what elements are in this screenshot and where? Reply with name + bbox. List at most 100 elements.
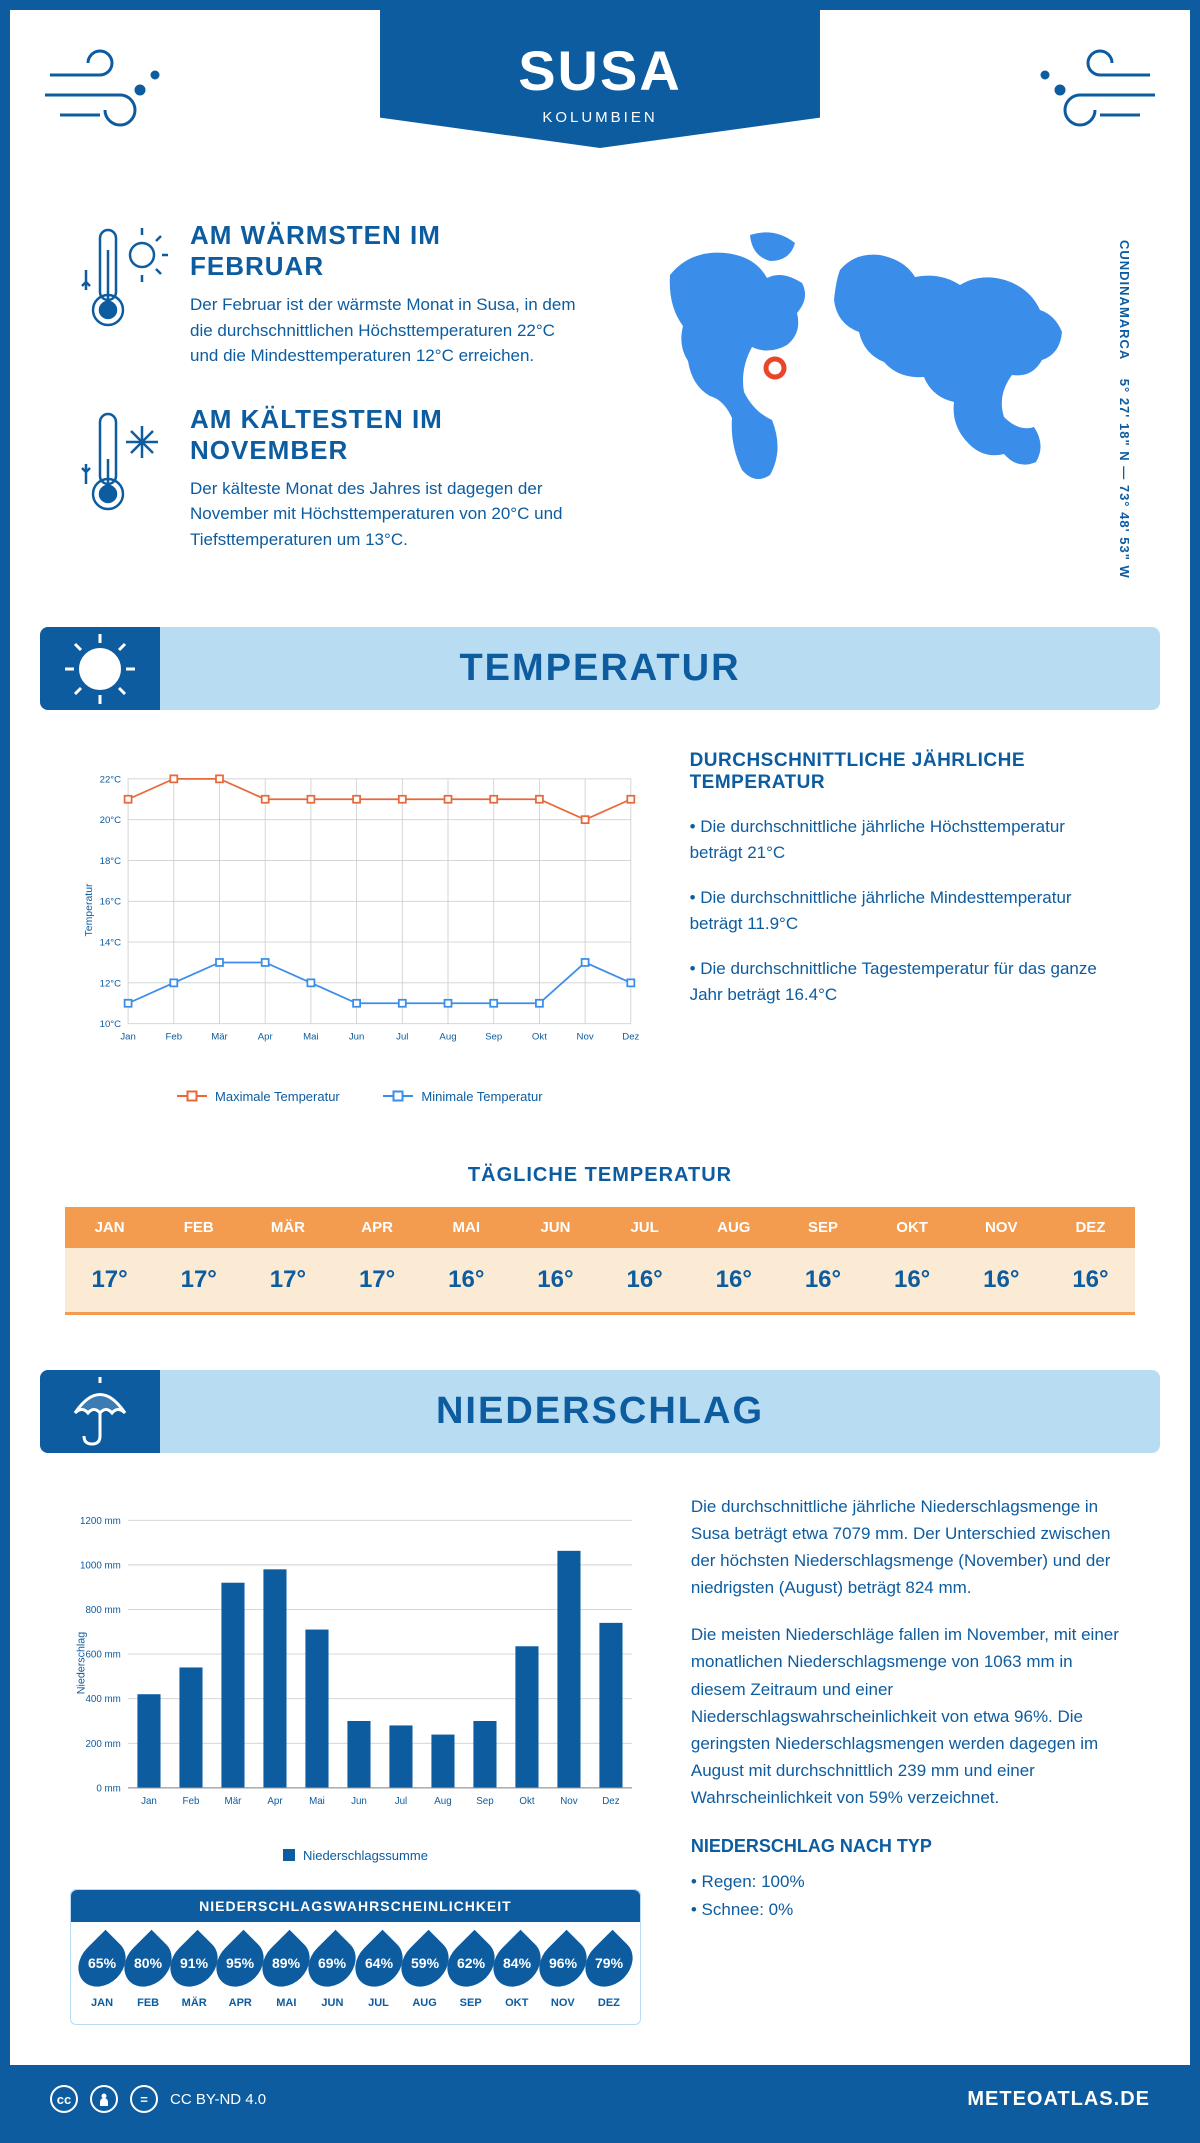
header: SUSA KOLUMBIEN bbox=[10, 10, 1190, 210]
city-name: SUSA bbox=[380, 38, 820, 103]
daily-col: AUG16° bbox=[689, 1207, 778, 1315]
svg-text:200 mm: 200 mm bbox=[85, 1738, 120, 1749]
svg-text:16°C: 16°C bbox=[100, 897, 122, 908]
svg-text:Mai: Mai bbox=[309, 1795, 325, 1806]
svg-text:Dez: Dez bbox=[602, 1795, 620, 1806]
svg-text:1200 mm: 1200 mm bbox=[80, 1515, 121, 1526]
daily-col: FEB17° bbox=[154, 1207, 243, 1315]
svg-text:14°C: 14°C bbox=[100, 938, 122, 949]
svg-text:Niederschlag: Niederschlag bbox=[75, 1631, 87, 1693]
temp-info: DURCHSCHNITTLICHE JÄHRLICHE TEMPERATUR •… bbox=[690, 750, 1120, 1104]
svg-text:Nov: Nov bbox=[577, 1031, 594, 1042]
svg-text:Sep: Sep bbox=[476, 1795, 494, 1806]
warm-text: Der Februar ist der wärmste Monat in Sus… bbox=[190, 292, 580, 369]
svg-text:800 mm: 800 mm bbox=[85, 1605, 120, 1616]
precip-text: Die durchschnittliche jährliche Niedersc… bbox=[691, 1493, 1130, 2026]
cold-fact: AM KÄLTESTEN IM NOVEMBER Der kälteste Mo… bbox=[80, 404, 580, 553]
svg-text:18°C: 18°C bbox=[100, 856, 122, 867]
svg-text:600 mm: 600 mm bbox=[85, 1649, 120, 1660]
cold-text: Der kälteste Monat des Jahres ist dagege… bbox=[190, 476, 580, 553]
thermometer-snow-icon bbox=[80, 404, 170, 553]
warm-title: AM WÄRMSTEN IM FEBRUAR bbox=[190, 220, 580, 282]
svg-text:400 mm: 400 mm bbox=[85, 1694, 120, 1705]
coordinates: CUNDINAMARCA 5° 27' 18" N — 73° 48' 53" … bbox=[1117, 240, 1132, 579]
region-label: CUNDINAMARCA bbox=[1117, 240, 1132, 360]
daily-col: APR17° bbox=[333, 1207, 422, 1315]
daily-col: OKT16° bbox=[868, 1207, 957, 1315]
by-icon bbox=[90, 2085, 118, 2113]
svg-text:20°C: 20°C bbox=[100, 815, 122, 826]
wind-icon bbox=[1030, 40, 1160, 145]
temp-section-header: TEMPERATUR bbox=[40, 627, 1160, 710]
country-name: KOLUMBIEN bbox=[380, 109, 820, 126]
prob-item: 69%JUN bbox=[309, 1937, 355, 2009]
prob-item: 79%DEZ bbox=[586, 1937, 632, 2009]
nd-icon: = bbox=[130, 2085, 158, 2113]
daily-col: MAI16° bbox=[422, 1207, 511, 1315]
svg-text:Dez: Dez bbox=[622, 1031, 639, 1042]
prob-item: 95%APR bbox=[217, 1937, 263, 2009]
prob-item: 96%NOV bbox=[540, 1937, 586, 2009]
svg-text:22°C: 22°C bbox=[100, 774, 122, 785]
svg-text:10°C: 10°C bbox=[100, 1019, 122, 1030]
svg-text:Nov: Nov bbox=[560, 1795, 578, 1806]
svg-text:Jan: Jan bbox=[141, 1795, 157, 1806]
svg-text:Apr: Apr bbox=[258, 1031, 274, 1042]
world-map: CUNDINAMARCA 5° 27' 18" N — 73° 48' 53" … bbox=[620, 220, 1120, 587]
svg-text:Jun: Jun bbox=[351, 1795, 367, 1806]
cc-icon: cc bbox=[50, 2085, 78, 2113]
wind-icon bbox=[40, 40, 170, 145]
intro-section: AM WÄRMSTEN IM FEBRUAR Der Februar ist d… bbox=[10, 210, 1190, 627]
daily-col: JUL16° bbox=[600, 1207, 689, 1315]
svg-text:Sep: Sep bbox=[485, 1031, 502, 1042]
prob-item: 80%FEB bbox=[125, 1937, 171, 2009]
prob-item: 64%JUL bbox=[355, 1937, 401, 2009]
svg-text:Jul: Jul bbox=[396, 1031, 408, 1042]
prob-item: 62%SEP bbox=[448, 1937, 494, 2009]
svg-text:Mär: Mär bbox=[211, 1031, 228, 1042]
svg-text:Temperatur: Temperatur bbox=[84, 883, 95, 937]
daily-col: DEZ16° bbox=[1046, 1207, 1135, 1315]
svg-text:Aug: Aug bbox=[439, 1031, 456, 1042]
daily-col: MÄR17° bbox=[243, 1207, 332, 1315]
daily-title: TÄGLICHE TEMPERATUR bbox=[10, 1164, 1190, 1187]
svg-text:Mai: Mai bbox=[303, 1031, 318, 1042]
precip-section-header: NIEDERSCHLAG bbox=[40, 1370, 1160, 1453]
svg-text:Feb: Feb bbox=[183, 1795, 200, 1806]
temp-title: TEMPERATUR bbox=[60, 647, 1140, 690]
umbrella-icon bbox=[40, 1370, 160, 1453]
prob-item: 59%AUG bbox=[402, 1937, 448, 2009]
cold-title: AM KÄLTESTEN IM NOVEMBER bbox=[190, 404, 580, 466]
prob-item: 89%MAI bbox=[263, 1937, 309, 2009]
license-text: CC BY-ND 4.0 bbox=[170, 2091, 266, 2108]
svg-text:Okt: Okt bbox=[519, 1795, 535, 1806]
footer: cc = CC BY-ND 4.0 METEOATLAS.DE bbox=[10, 2065, 1190, 2133]
temp-chart: 10°C12°C14°C16°C18°C20°C22°CJanFebMärApr… bbox=[80, 750, 640, 1104]
prob-item: 91%MÄR bbox=[171, 1937, 217, 2009]
svg-text:Jan: Jan bbox=[120, 1031, 136, 1042]
title-ribbon: SUSA KOLUMBIEN bbox=[380, 10, 820, 148]
svg-text:Jun: Jun bbox=[349, 1031, 365, 1042]
svg-text:Feb: Feb bbox=[166, 1031, 183, 1042]
daily-col: NOV16° bbox=[957, 1207, 1046, 1315]
precip-probability: NIEDERSCHLAGSWAHRSCHEINLICHKEIT 65%JAN80… bbox=[70, 1889, 641, 2025]
svg-text:Apr: Apr bbox=[267, 1795, 283, 1806]
daily-col: JUN16° bbox=[511, 1207, 600, 1315]
daily-temp-table: JAN17°FEB17°MÄR17°APR17°MAI16°JUN16°JUL1… bbox=[65, 1207, 1135, 1315]
precip-chart: 0 mm 200 mm 400 mm 600 mm 800 mm 1000 mm 1200 … bbox=[70, 1493, 641, 1865]
daily-col: JAN17° bbox=[65, 1207, 154, 1315]
thermometer-sun-icon bbox=[80, 220, 170, 369]
daily-col: SEP16° bbox=[778, 1207, 867, 1315]
svg-text:1000 mm: 1000 mm bbox=[80, 1560, 121, 1571]
svg-text:0 mm: 0 mm bbox=[96, 1783, 120, 1794]
precip-title: NIEDERSCHLAG bbox=[60, 1390, 1140, 1433]
prob-item: 65%JAN bbox=[79, 1937, 125, 2009]
sun-icon bbox=[40, 627, 160, 710]
svg-text:Jul: Jul bbox=[395, 1795, 408, 1806]
warm-fact: AM WÄRMSTEN IM FEBRUAR Der Februar ist d… bbox=[80, 220, 580, 369]
svg-text:Mär: Mär bbox=[225, 1795, 243, 1806]
svg-text:Aug: Aug bbox=[434, 1795, 451, 1806]
svg-text:Okt: Okt bbox=[532, 1031, 547, 1042]
prob-item: 84%OKT bbox=[494, 1937, 540, 2009]
site-name: METEOATLAS.DE bbox=[967, 2088, 1150, 2111]
